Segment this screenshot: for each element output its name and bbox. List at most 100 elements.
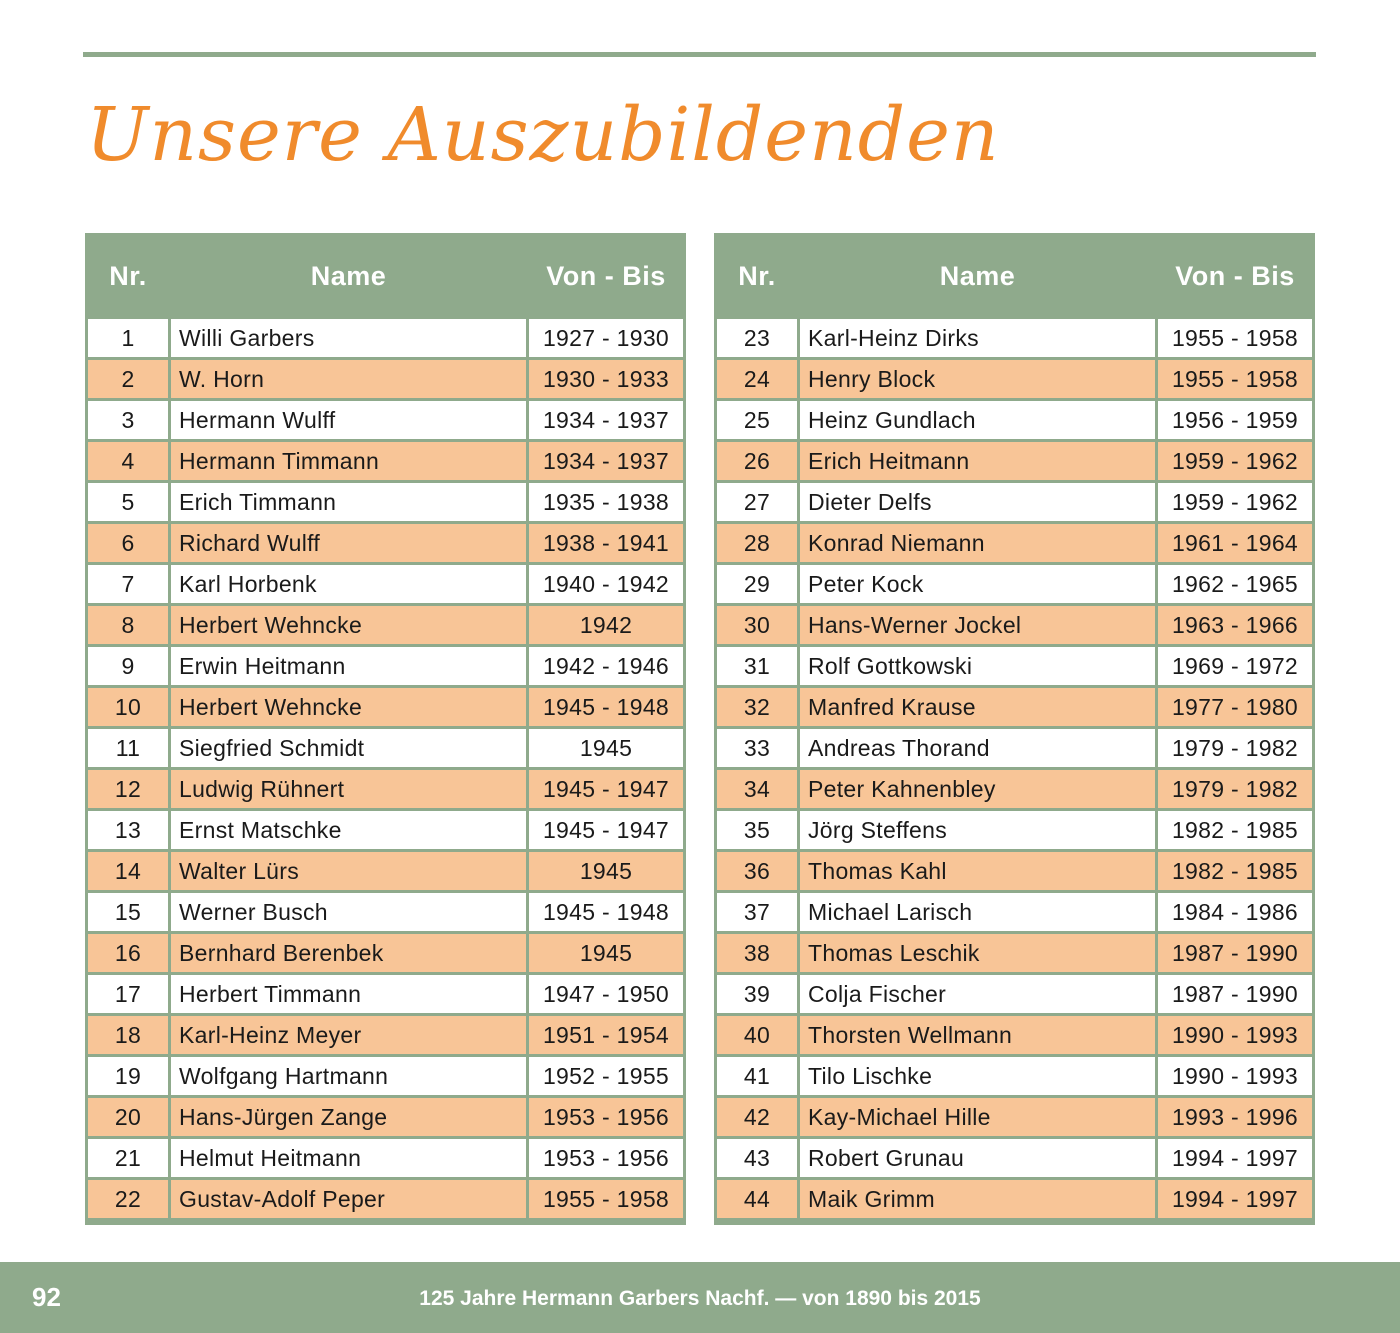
cell-name: Karl Horbenk [171, 565, 526, 603]
table-row: 44 Maik Grimm 1994 - 1997 [717, 1180, 1312, 1218]
table-row: 17 Herbert Timmann 1947 - 1950 [88, 975, 683, 1013]
cell-nr: 2 [88, 360, 168, 398]
cell-name: Hans-Jürgen Zange [171, 1098, 526, 1136]
cell-nr: 43 [717, 1139, 797, 1177]
cell-name: Thomas Leschik [800, 934, 1155, 972]
cell-name: Andreas Thorand [800, 729, 1155, 767]
cell-name: Maik Grimm [800, 1180, 1155, 1218]
cell-period: 1993 - 1996 [1158, 1098, 1312, 1136]
cell-period: 1930 - 1933 [529, 360, 683, 398]
table-row: 39 Colja Fischer 1987 - 1990 [717, 975, 1312, 1013]
cell-name: Thorsten Wellmann [800, 1016, 1155, 1054]
table-row: 29 Peter Kock 1962 - 1965 [717, 565, 1312, 603]
cell-name: Erwin Heitmann [171, 647, 526, 685]
cell-period: 1969 - 1972 [1158, 647, 1312, 685]
cell-period: 1994 - 1997 [1158, 1180, 1312, 1218]
cell-period: 1990 - 1993 [1158, 1016, 1312, 1054]
cell-nr: 22 [88, 1180, 168, 1218]
cell-period: 1987 - 1990 [1158, 975, 1312, 1013]
cell-name: Karl-Heinz Meyer [171, 1016, 526, 1054]
table-row: 28 Konrad Niemann 1961 - 1964 [717, 524, 1312, 562]
cell-period: 1955 - 1958 [529, 1180, 683, 1218]
cell-name: Jörg Steffens [800, 811, 1155, 849]
cell-period: 1990 - 1993 [1158, 1057, 1312, 1095]
table-row: 6 Richard Wulff 1938 - 1941 [88, 524, 683, 562]
cell-nr: 37 [717, 893, 797, 931]
cell-period: 1953 - 1956 [529, 1098, 683, 1136]
roster-table-right: Nr. Name Von - Bis 23 Karl-Heinz Dirks 195… [714, 233, 1315, 1221]
table-row: 21 Helmut Heitmann 1953 - 1956 [88, 1139, 683, 1177]
cell-name: Peter Kock [800, 565, 1155, 603]
table-row: 22 Gustav-Adolf Peper 1955 - 1958 [88, 1180, 683, 1218]
cell-nr: 17 [88, 975, 168, 1013]
cell-period: 1977 - 1980 [1158, 688, 1312, 726]
cell-nr: 23 [717, 319, 797, 357]
table-row: 8 Herbert Wehncke 1942 [88, 606, 683, 644]
table-row: 12 Ludwig Rühnert 1945 - 1947 [88, 770, 683, 808]
table-row: 14 Walter Lürs 1945 [88, 852, 683, 890]
cell-nr: 19 [88, 1057, 168, 1095]
table-row: 20 Hans-Jürgen Zange 1953 - 1956 [88, 1098, 683, 1136]
cell-name: Hermann Wulff [171, 401, 526, 439]
table-row: 25 Heinz Gundlach 1956 - 1959 [717, 401, 1312, 439]
table-row: 7 Karl Horbenk 1940 - 1942 [88, 565, 683, 603]
cell-period: 1984 - 1986 [1158, 893, 1312, 931]
table-row: 33 Andreas Thorand 1979 - 1982 [717, 729, 1312, 767]
table-row: 10 Herbert Wehncke 1945 - 1948 [88, 688, 683, 726]
cell-period: 1979 - 1982 [1158, 729, 1312, 767]
table-row: 13 Ernst Matschke 1945 - 1947 [88, 811, 683, 849]
cell-nr: 36 [717, 852, 797, 890]
cell-period: 1942 [529, 606, 683, 644]
cell-period: 1935 - 1938 [529, 483, 683, 521]
cell-name: Herbert Timmann [171, 975, 526, 1013]
table-row: 30 Hans-Werner Jockel 1963 - 1966 [717, 606, 1312, 644]
cell-period: 1945 [529, 852, 683, 890]
table-row: 16 Bernhard Berenbek 1945 [88, 934, 683, 972]
cell-nr: 9 [88, 647, 168, 685]
cell-nr: 31 [717, 647, 797, 685]
cell-period: 1987 - 1990 [1158, 934, 1312, 972]
cell-name: Thomas Kahl [800, 852, 1155, 890]
cell-period: 1945 - 1948 [529, 893, 683, 931]
cell-nr: 16 [88, 934, 168, 972]
table-row: 42 Kay-Michael Hille 1993 - 1996 [717, 1098, 1312, 1136]
cell-name: Bernhard Berenbek [171, 934, 526, 972]
cell-name: Hans-Werner Jockel [800, 606, 1155, 644]
cell-name: Siegfried Schmidt [171, 729, 526, 767]
cell-nr: 13 [88, 811, 168, 849]
cell-nr: 14 [88, 852, 168, 890]
cell-name: Wolfgang Hartmann [171, 1057, 526, 1095]
cell-name: Hermann Timmann [171, 442, 526, 480]
cell-name: Herbert Wehncke [171, 606, 526, 644]
cell-name: Dieter Delfs [800, 483, 1155, 521]
cell-period: 1956 - 1959 [1158, 401, 1312, 439]
table-row: 43 Robert Grunau 1994 - 1997 [717, 1139, 1312, 1177]
cell-name: Ludwig Rühnert [171, 770, 526, 808]
table-row: 19 Wolfgang Hartmann 1952 - 1955 [88, 1057, 683, 1095]
cell-period: 1940 - 1942 [529, 565, 683, 603]
table-row: 40 Thorsten Wellmann 1990 - 1993 [717, 1016, 1312, 1054]
cell-period: 1982 - 1985 [1158, 852, 1312, 890]
cell-nr: 24 [717, 360, 797, 398]
cell-name: Heinz Gundlach [800, 401, 1155, 439]
cell-nr: 5 [88, 483, 168, 521]
cell-period: 1945 - 1948 [529, 688, 683, 726]
header-nr: Nr. [738, 260, 776, 291]
cell-nr: 12 [88, 770, 168, 808]
cell-nr: 27 [717, 483, 797, 521]
cell-name: Walter Lürs [171, 852, 526, 890]
cell-name: Peter Kahnenbley [800, 770, 1155, 808]
cell-name: Gustav-Adolf Peper [171, 1180, 526, 1218]
top-rule [83, 52, 1316, 57]
cell-name: Colja Fischer [800, 975, 1155, 1013]
table-row: 41 Tilo Lischke 1990 - 1993 [717, 1057, 1312, 1095]
cell-nr: 44 [717, 1180, 797, 1218]
cell-nr: 4 [88, 442, 168, 480]
cell-period: 1934 - 1937 [529, 401, 683, 439]
table-row: 24 Henry Block 1955 - 1958 [717, 360, 1312, 398]
cell-period: 1955 - 1958 [1158, 360, 1312, 398]
cell-nr: 21 [88, 1139, 168, 1177]
cell-nr: 10 [88, 688, 168, 726]
cell-nr: 29 [717, 565, 797, 603]
table-right: Nr. Name Von - Bis 23 Karl-Heinz Dirks 195… [714, 233, 1315, 1225]
